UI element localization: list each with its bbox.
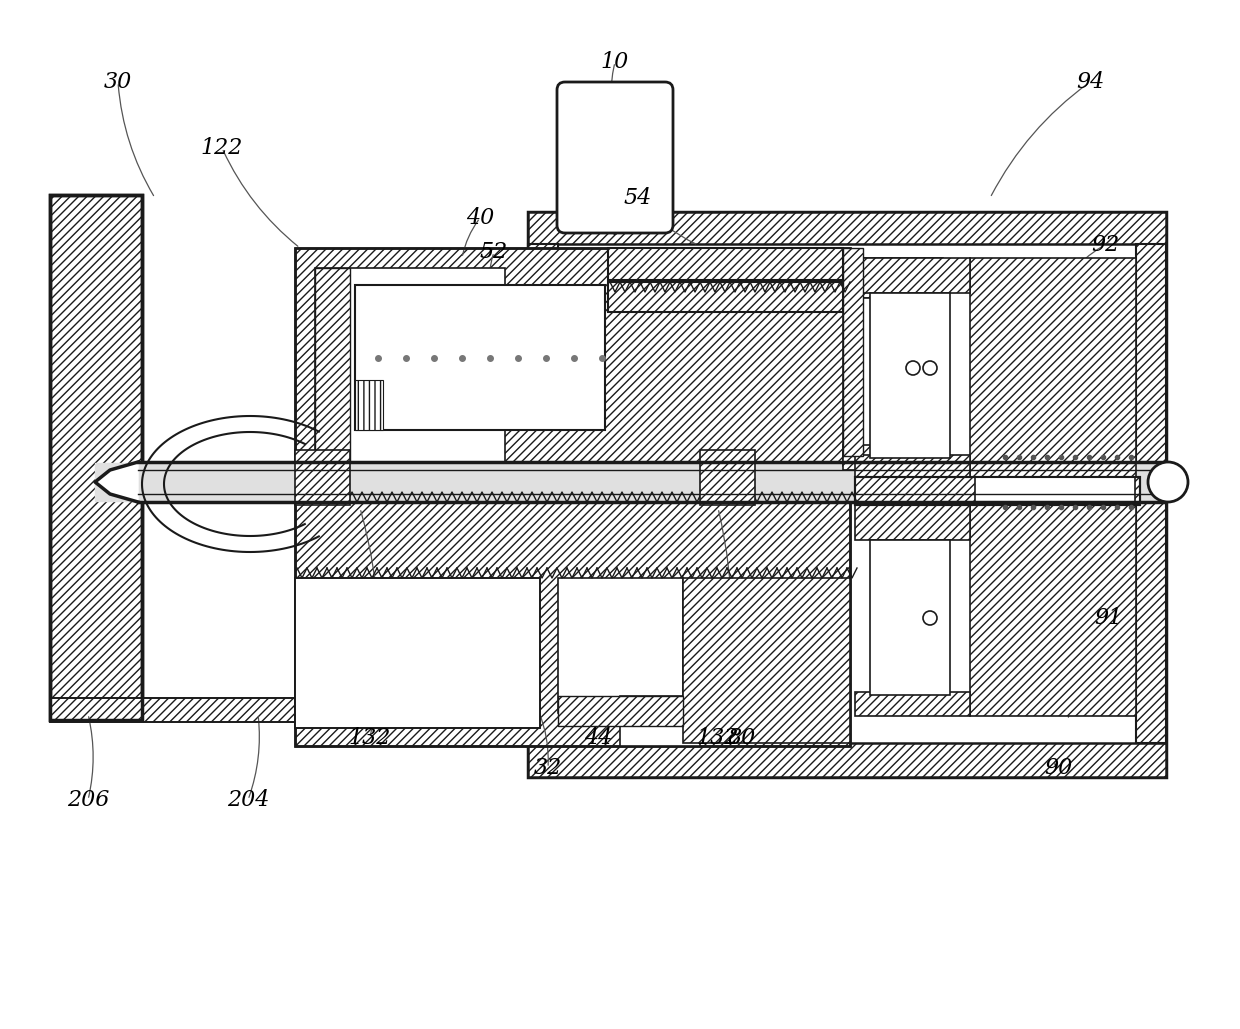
Bar (295, 502, 849, 746)
Bar (683, 578, 849, 743)
Bar (970, 505, 1136, 716)
Bar (620, 696, 750, 724)
Text: 80: 80 (728, 728, 756, 749)
Bar (50, 196, 143, 720)
Circle shape (1148, 462, 1188, 502)
Bar (856, 258, 970, 293)
Bar (856, 455, 970, 477)
Text: 10: 10 (601, 51, 629, 73)
Text: 122: 122 (201, 137, 243, 159)
Bar (843, 248, 863, 456)
Bar (295, 502, 849, 746)
FancyBboxPatch shape (557, 82, 673, 233)
Bar (50, 698, 345, 722)
Bar (843, 298, 942, 466)
Text: 44: 44 (584, 728, 613, 749)
Bar (975, 477, 1135, 505)
Bar (843, 445, 942, 470)
Circle shape (923, 361, 937, 375)
Bar (50, 196, 143, 720)
Text: 206: 206 (67, 789, 109, 811)
Text: 132: 132 (348, 728, 391, 749)
Circle shape (906, 361, 920, 375)
Polygon shape (95, 462, 138, 502)
Text: 204: 204 (227, 789, 269, 811)
Text: 52: 52 (480, 241, 508, 263)
Bar (295, 450, 350, 505)
Bar (970, 258, 1136, 477)
Bar (856, 691, 970, 716)
Bar (701, 450, 755, 505)
Bar (295, 248, 849, 476)
Bar (528, 244, 558, 743)
Text: 90: 90 (1044, 757, 1073, 779)
Text: 32: 32 (534, 757, 562, 779)
Text: 54: 54 (624, 187, 652, 209)
Bar (295, 578, 539, 728)
Bar (558, 696, 683, 726)
Bar (856, 477, 1140, 505)
Bar (558, 578, 683, 713)
Bar (315, 268, 350, 463)
Bar (870, 293, 950, 458)
Text: 91: 91 (1094, 607, 1122, 629)
Bar (355, 380, 383, 430)
Text: 30: 30 (104, 71, 133, 93)
Text: 92: 92 (1091, 234, 1120, 256)
Circle shape (923, 611, 937, 625)
Bar (608, 248, 843, 280)
Bar (856, 505, 970, 540)
Text: 94: 94 (1076, 71, 1104, 93)
Bar (1136, 244, 1166, 743)
Bar (528, 743, 1166, 777)
Bar (843, 258, 942, 298)
Text: 132: 132 (697, 728, 739, 749)
Bar (620, 724, 701, 746)
Text: 40: 40 (466, 207, 494, 229)
Bar (315, 268, 505, 463)
Bar (355, 285, 605, 430)
Bar (608, 282, 843, 312)
Bar (543, 225, 1151, 765)
Bar (856, 477, 1140, 505)
Bar (295, 248, 849, 476)
Bar (870, 540, 950, 695)
Bar (528, 212, 1166, 244)
Bar (50, 698, 345, 722)
Bar (295, 578, 539, 728)
Bar (528, 212, 1166, 777)
